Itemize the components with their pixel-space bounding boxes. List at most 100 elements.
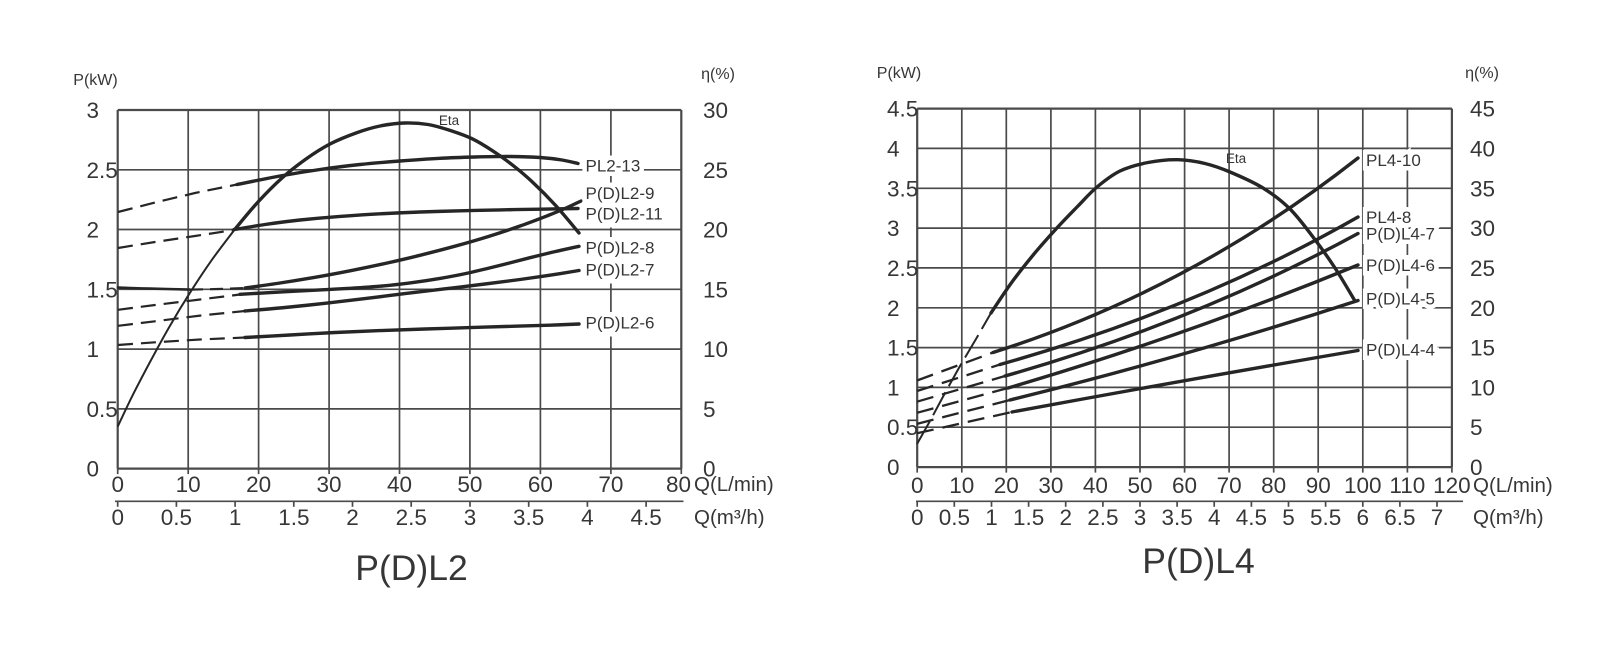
svg-text:2.5: 2.5 bbox=[396, 505, 427, 530]
svg-text:Q(L/min): Q(L/min) bbox=[1473, 474, 1553, 497]
svg-text:5: 5 bbox=[1470, 415, 1483, 440]
svg-text:4: 4 bbox=[887, 136, 900, 161]
svg-text:110: 110 bbox=[1389, 473, 1425, 498]
svg-text:5.5: 5.5 bbox=[1310, 505, 1341, 530]
svg-text:P(D)L2: P(D)L2 bbox=[355, 548, 467, 588]
svg-text:1: 1 bbox=[229, 505, 242, 530]
svg-text:50: 50 bbox=[1127, 473, 1152, 498]
svg-text:PL4-8: PL4-8 bbox=[1366, 208, 1411, 227]
svg-text:3: 3 bbox=[464, 505, 477, 530]
svg-text:30: 30 bbox=[1038, 473, 1063, 498]
svg-text:0.5: 0.5 bbox=[161, 505, 192, 530]
svg-text:Q(m³/h): Q(m³/h) bbox=[694, 506, 765, 529]
svg-text:P(D)L2-8: P(D)L2-8 bbox=[586, 239, 655, 258]
svg-text:PL2-13: PL2-13 bbox=[586, 157, 641, 176]
svg-text:1: 1 bbox=[985, 505, 998, 530]
svg-text:2.5: 2.5 bbox=[87, 158, 118, 183]
svg-text:P(D)L4-7: P(D)L4-7 bbox=[1366, 225, 1435, 244]
svg-text:1: 1 bbox=[887, 375, 900, 400]
svg-text:1.5: 1.5 bbox=[887, 336, 918, 361]
svg-text:10: 10 bbox=[703, 337, 728, 362]
svg-text:P(D)L2-7: P(D)L2-7 bbox=[586, 261, 655, 280]
svg-text:3.5: 3.5 bbox=[1161, 505, 1192, 530]
svg-text:10: 10 bbox=[1470, 375, 1495, 400]
svg-text:40: 40 bbox=[1470, 136, 1495, 161]
svg-text:30: 30 bbox=[703, 98, 728, 123]
svg-text:2: 2 bbox=[346, 505, 359, 530]
svg-text:Eta: Eta bbox=[1226, 151, 1247, 166]
svg-text:45: 45 bbox=[1470, 97, 1495, 122]
svg-text:0.5: 0.5 bbox=[887, 415, 918, 440]
svg-text:2.5: 2.5 bbox=[887, 256, 918, 281]
svg-text:P(kW): P(kW) bbox=[73, 72, 117, 89]
svg-text:80: 80 bbox=[666, 472, 691, 497]
svg-text:25: 25 bbox=[703, 158, 728, 183]
svg-text:0: 0 bbox=[911, 505, 924, 530]
svg-text:3: 3 bbox=[887, 216, 900, 241]
svg-text:0: 0 bbox=[87, 457, 100, 482]
svg-text:2: 2 bbox=[87, 218, 100, 243]
svg-text:15: 15 bbox=[703, 277, 728, 302]
svg-text:40: 40 bbox=[1083, 473, 1108, 498]
svg-text:2.5: 2.5 bbox=[1087, 505, 1118, 530]
svg-text:0.5: 0.5 bbox=[939, 505, 970, 530]
svg-text:1.5: 1.5 bbox=[87, 277, 118, 302]
svg-text:60: 60 bbox=[1172, 473, 1197, 498]
svg-text:3: 3 bbox=[87, 98, 100, 123]
svg-text:25: 25 bbox=[1470, 256, 1495, 281]
svg-text:70: 70 bbox=[598, 472, 623, 497]
svg-text:80: 80 bbox=[1261, 473, 1286, 498]
svg-text:20: 20 bbox=[246, 472, 271, 497]
svg-text:4: 4 bbox=[581, 505, 594, 530]
svg-text:50: 50 bbox=[457, 472, 482, 497]
svg-text:1.5: 1.5 bbox=[1013, 505, 1044, 530]
svg-text:2: 2 bbox=[887, 296, 900, 321]
svg-text:η(%): η(%) bbox=[1465, 65, 1499, 82]
svg-text:6: 6 bbox=[1357, 505, 1370, 530]
svg-text:10: 10 bbox=[176, 472, 201, 497]
svg-text:0: 0 bbox=[111, 472, 124, 497]
svg-text:η(%): η(%) bbox=[701, 66, 735, 83]
svg-text:P(D)L4-5: P(D)L4-5 bbox=[1366, 290, 1435, 309]
svg-text:P(D)L2-11: P(D)L2-11 bbox=[586, 205, 663, 224]
svg-text:90: 90 bbox=[1306, 473, 1331, 498]
svg-text:3.5: 3.5 bbox=[887, 176, 918, 201]
svg-text:0: 0 bbox=[887, 455, 900, 480]
svg-text:0.5: 0.5 bbox=[87, 397, 118, 422]
svg-text:4: 4 bbox=[1208, 505, 1221, 530]
svg-text:1: 1 bbox=[87, 337, 100, 362]
svg-text:4.5: 4.5 bbox=[630, 505, 661, 530]
svg-text:0: 0 bbox=[911, 473, 924, 498]
svg-text:35: 35 bbox=[1470, 176, 1495, 201]
svg-text:20: 20 bbox=[994, 473, 1019, 498]
svg-text:Q(m³/h): Q(m³/h) bbox=[1473, 506, 1544, 529]
svg-text:P(kW): P(kW) bbox=[877, 65, 921, 82]
svg-text:5: 5 bbox=[1282, 505, 1295, 530]
svg-text:0: 0 bbox=[703, 457, 716, 482]
svg-text:20: 20 bbox=[1470, 296, 1495, 321]
svg-text:2: 2 bbox=[1059, 505, 1072, 530]
svg-text:P(D)L4-6: P(D)L4-6 bbox=[1366, 256, 1435, 275]
svg-text:P(D)L2-6: P(D)L2-6 bbox=[586, 314, 655, 333]
svg-text:PL4-10: PL4-10 bbox=[1366, 151, 1421, 170]
svg-text:5: 5 bbox=[703, 397, 716, 422]
svg-text:Q(L/min): Q(L/min) bbox=[694, 473, 774, 496]
svg-text:10: 10 bbox=[949, 473, 974, 498]
svg-text:P(D)L4-4: P(D)L4-4 bbox=[1366, 341, 1435, 360]
svg-text:6.5: 6.5 bbox=[1384, 505, 1415, 530]
svg-text:70: 70 bbox=[1217, 473, 1242, 498]
svg-text:30: 30 bbox=[317, 472, 342, 497]
svg-text:15: 15 bbox=[1470, 336, 1495, 361]
svg-text:P(D)L2-9: P(D)L2-9 bbox=[586, 184, 655, 203]
svg-text:4.5: 4.5 bbox=[887, 97, 918, 122]
svg-text:3.5: 3.5 bbox=[513, 505, 544, 530]
svg-text:1.5: 1.5 bbox=[278, 505, 309, 530]
svg-text:3: 3 bbox=[1134, 505, 1147, 530]
svg-text:4.5: 4.5 bbox=[1236, 505, 1267, 530]
svg-text:120: 120 bbox=[1433, 473, 1471, 498]
svg-text:Eta: Eta bbox=[439, 113, 460, 128]
svg-text:P(D)L4: P(D)L4 bbox=[1142, 541, 1254, 581]
svg-text:20: 20 bbox=[703, 218, 728, 243]
svg-text:60: 60 bbox=[528, 472, 553, 497]
svg-text:100: 100 bbox=[1344, 473, 1382, 498]
